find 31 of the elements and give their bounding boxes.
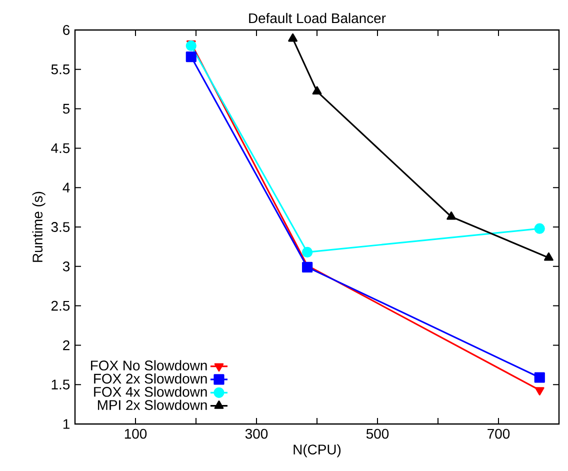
legend-label: FOX 4x Slowdown xyxy=(94,386,207,397)
y-tick-label: 2 xyxy=(63,340,70,350)
y-tick-label: 4 xyxy=(62,182,70,192)
x-tick-label: 500 xyxy=(366,428,389,439)
y-tick-label: 6 xyxy=(63,25,70,35)
point xyxy=(544,252,554,261)
point xyxy=(186,40,196,52)
x-tick-label: 100 xyxy=(124,428,147,439)
x-axis-title: N(CPU) xyxy=(294,444,341,458)
point xyxy=(186,51,196,62)
point xyxy=(534,223,545,234)
point xyxy=(446,211,456,220)
y-tick-label: 3.5 xyxy=(51,222,70,232)
chart-title: Default Load Balancer xyxy=(249,12,386,24)
point xyxy=(312,86,322,95)
y-tick-label: 5.5 xyxy=(51,64,70,74)
y-axis-title: Runtime (s) xyxy=(32,192,46,262)
y-tick-label: 2.5 xyxy=(51,300,70,311)
x-tick-label: 700 xyxy=(488,428,510,439)
legend-label: FOX 2x Slowdown xyxy=(94,373,207,384)
x-tick-label: 300 xyxy=(245,428,268,439)
y-tick-label: 1.5 xyxy=(52,380,70,390)
y-tick-label: 4.5 xyxy=(51,143,70,154)
legend-label: MPI 2x Slowdown xyxy=(98,400,207,410)
y-tick-label: 5 xyxy=(62,104,70,114)
point xyxy=(302,246,313,258)
point xyxy=(534,372,545,383)
y-tick-label: 1 xyxy=(63,419,70,429)
legend-label: FOX No Slowdown xyxy=(91,360,207,370)
point xyxy=(288,33,298,42)
y-tick-label: 3 xyxy=(62,261,70,272)
